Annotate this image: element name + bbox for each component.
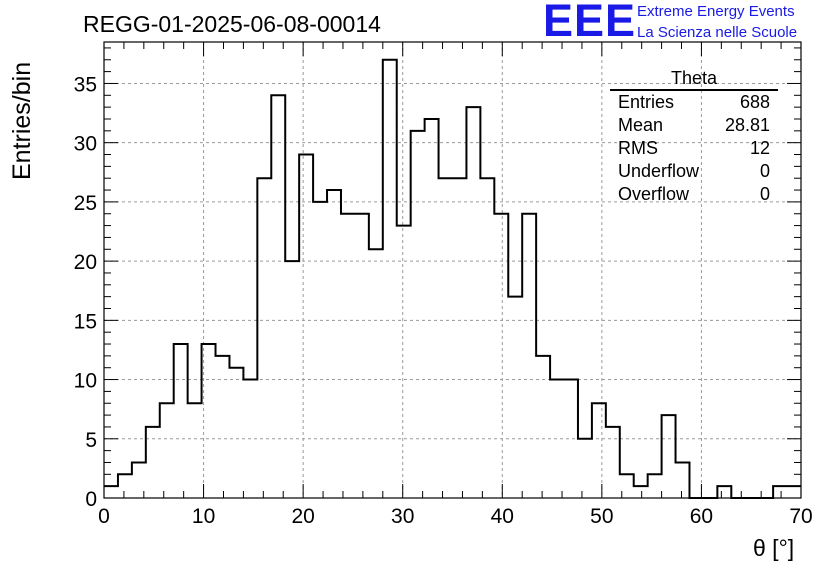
stats-value: 12 [749,138,770,158]
y-tick-label: 15 [74,310,97,333]
x-tick-label: 10 [192,505,215,528]
histogram-bin [188,403,202,498]
histogram-bin [453,178,467,498]
histogram-bin [676,462,690,498]
histogram-bin [536,356,550,498]
histogram-bin [648,474,662,498]
x-tick-label: 30 [391,505,414,528]
x-tick-label: 20 [291,505,314,528]
histogram-bin [662,415,676,498]
histogram-bin [494,214,508,498]
histogram-outline [104,58,801,499]
y-tick-label: 20 [74,251,97,274]
histogram-bin [174,344,188,498]
x-tick-label: 60 [690,505,713,528]
histogram-bin [299,155,313,498]
stats-label: Mean [618,115,664,135]
histogram-bin [257,178,271,498]
stats-histogram-name: Theta [610,68,778,91]
histogram-bin [160,403,174,498]
histogram-bin [229,368,243,498]
stats-label: Entries [618,92,675,112]
y-tick-label: 35 [74,73,97,96]
histogram-bin [313,202,327,498]
histogram-bin [606,427,620,498]
histogram-bin [146,427,160,498]
histogram-bin [773,486,787,498]
stats-value: 28.81 [724,115,770,135]
y-tick-label: 25 [74,192,97,215]
histogram-bin [216,356,230,498]
histogram-bin [787,486,801,498]
histogram-bin [480,178,494,498]
stats-row-mean: Mean 28.81 [610,114,778,137]
histogram-bin [717,486,731,498]
histogram-bin [383,60,397,498]
y-tick-label: 0 [85,488,97,511]
y-tick-label: 30 [74,133,97,156]
logo-subtitle-line2: La Scienza nelle Scuole [637,24,798,41]
stats-label: RMS [618,138,658,158]
logo-subtitle-line1: Extreme Energy Events [637,3,795,20]
histogram-bin [411,131,425,498]
x-tick-label: 40 [491,505,514,528]
histogram-bin [508,297,522,498]
histogram-bin [466,107,480,498]
histogram-bin [634,486,648,498]
y-axis-label: Entries/bin [8,61,36,180]
histogram-bin [369,249,383,498]
plot-frame [103,41,802,499]
eee-logo: EEE [543,0,637,46]
histogram-bin [592,403,606,498]
y-tick-label: 10 [74,370,97,393]
stats-row-entries: Entries 688 [610,91,778,114]
stats-value: 0 [759,184,770,204]
stats-row-overflow: Overflow 0 [610,183,778,206]
histogram-bin [104,486,118,498]
histogram-bin [355,214,369,498]
histogram-bin [425,119,439,498]
histogram-bin [578,439,592,498]
stats-value: 688 [739,92,770,112]
x-tick-label: 70 [789,505,812,528]
histogram-bin [271,95,285,498]
x-tick-label: 0 [98,505,110,528]
stats-box: Theta Entries 688 Mean 28.81 RMS 12 Unde… [610,68,778,206]
x-tick-label: 50 [590,505,613,528]
stats-label: Underflow [618,161,700,181]
histogram-bin [341,214,355,498]
y-tick-label: 5 [85,429,97,452]
chart-title: REGG-01-2025-06-08-00014 [83,11,381,37]
histogram-bin [522,214,536,498]
stats-row-rms: RMS 12 [610,137,778,160]
histogram-bin [439,178,453,498]
stats-label: Overflow [618,184,690,204]
histogram-bin [327,190,341,498]
stats-value: 0 [759,161,770,181]
histogram-bin [118,474,132,498]
histogram-bin [397,226,411,498]
stats-row-underflow: Underflow 0 [610,160,778,183]
x-axis-label: θ [°] [753,535,795,561]
